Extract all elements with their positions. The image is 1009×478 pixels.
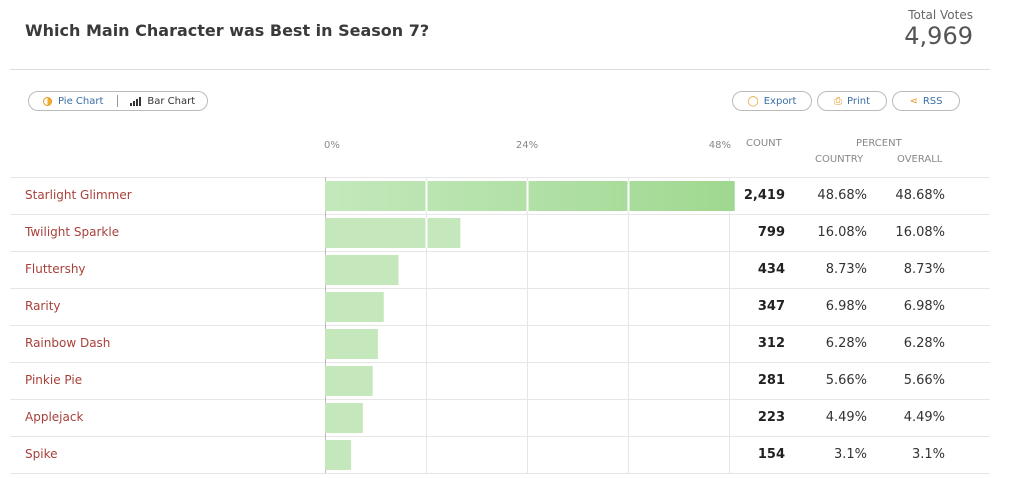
percent-country: 3.1%	[833, 447, 867, 462]
bar-applejack	[325, 403, 363, 433]
percent-overall: 48.68%	[895, 188, 945, 203]
percent-overall: 4.49%	[903, 410, 945, 425]
count-column-header: COUNT	[746, 138, 782, 149]
x-tick-label: 48%	[709, 140, 731, 151]
percent-country: 16.08%	[817, 225, 867, 240]
percent-overall: 6.28%	[903, 336, 945, 351]
answer-label[interactable]: Pinkie Pie	[25, 373, 83, 387]
toggle-separator	[117, 95, 119, 107]
bar-chart-tab[interactable]: Bar Chart	[130, 92, 195, 110]
vote-count: 799	[757, 225, 785, 240]
bar-spike	[325, 440, 352, 470]
percent-column-header: PERCENT	[856, 138, 902, 149]
pie-chart-icon	[43, 96, 52, 106]
bar-fluttershy	[325, 255, 399, 285]
bar-pinkie-pie	[325, 366, 373, 396]
percent-overall: 8.73%	[903, 262, 945, 277]
bar-chart-icon	[130, 96, 142, 106]
pie-chart-tab[interactable]: Pie Chart	[29, 92, 103, 110]
export-icon: ◯	[747, 95, 759, 107]
x-tick-label: 0%	[324, 140, 340, 151]
bar-starlight-glimmer	[325, 181, 735, 211]
x-tick-label: 24%	[516, 140, 538, 151]
percent-country: 5.66%	[825, 373, 867, 388]
vote-count: 434	[757, 262, 785, 277]
export-label: Export	[763, 95, 797, 107]
answer-label[interactable]: Rarity	[25, 299, 61, 313]
answer-label[interactable]: Fluttershy	[25, 262, 86, 276]
bar-chart-label: Bar Chart	[147, 95, 196, 107]
vote-count: 223	[757, 410, 785, 425]
percent-overall: 3.1%	[911, 447, 945, 462]
vote-count: 281	[757, 373, 785, 388]
chart-type-toggle: Pie Chart Bar Chart	[28, 91, 208, 111]
vote-count: 312	[757, 336, 785, 351]
vote-count: 347	[757, 299, 785, 314]
vote-count: 2,419	[743, 188, 785, 203]
answer-label[interactable]: Twilight Sparkle	[25, 225, 120, 239]
bar-rarity	[325, 292, 384, 322]
total-votes-value: 4,969	[904, 22, 973, 50]
percent-country: 4.49%	[825, 410, 867, 425]
rss-icon: ⋖	[909, 95, 918, 107]
bar-twilight-sparkle	[325, 218, 461, 248]
answer-label[interactable]: Spike	[25, 447, 58, 461]
percent-overall: 6.98%	[903, 299, 945, 314]
print-button[interactable]: ⎙ Print	[817, 91, 887, 111]
percent-country: 8.73%	[825, 262, 867, 277]
printer-icon: ⎙	[833, 95, 842, 107]
answer-label[interactable]: Starlight Glimmer	[25, 188, 132, 202]
answer-label[interactable]: Rainbow Dash	[25, 336, 111, 350]
percent-country: 6.98%	[825, 299, 867, 314]
pie-chart-label: Pie Chart	[58, 95, 104, 107]
overall-column-header: OVERALL	[897, 154, 943, 165]
rss-label: RSS	[922, 95, 943, 107]
percent-country: 6.28%	[825, 336, 867, 351]
answer-label[interactable]: Applejack	[25, 410, 84, 424]
print-label: Print	[846, 95, 870, 107]
percent-country: 48.68%	[817, 188, 867, 203]
rss-button[interactable]: ⋖ RSS	[892, 91, 960, 111]
poll-title: Which Main Character was Best in Season …	[25, 21, 430, 40]
percent-overall: 16.08%	[895, 225, 945, 240]
country-column-header: COUNTRY	[815, 154, 864, 165]
percent-overall: 5.66%	[903, 373, 945, 388]
export-button[interactable]: ◯ Export	[732, 91, 812, 111]
vote-count: 154	[757, 447, 785, 462]
header-divider	[10, 69, 990, 70]
bar-rainbow-dash	[325, 329, 378, 359]
total-votes-label: Total Votes	[908, 8, 973, 22]
